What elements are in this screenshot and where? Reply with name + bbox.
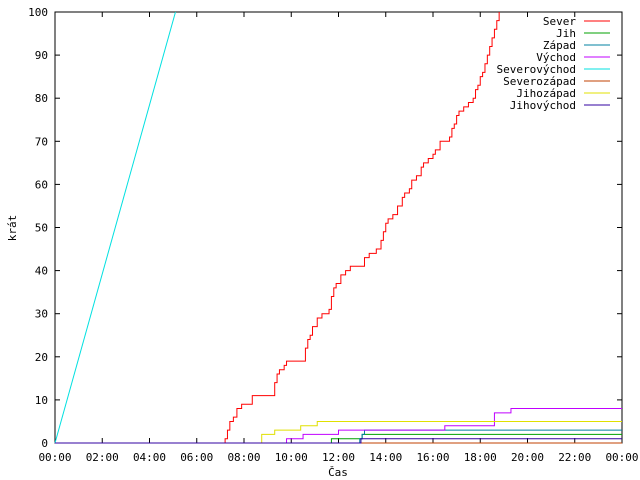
legend-label-jihovychod: Jihovýchod xyxy=(510,99,576,112)
series-layer xyxy=(54,11,622,444)
y-tick-label: 90 xyxy=(35,49,48,62)
series-line-severovychod xyxy=(54,11,176,444)
y-tick-label: 0 xyxy=(41,437,48,450)
x-tick-label: 16:00 xyxy=(416,451,449,464)
legend-label-severozapad: Severozápad xyxy=(503,75,576,88)
series-line-sever xyxy=(55,12,500,444)
y-tick-label: 70 xyxy=(35,135,48,148)
legend: SeverJihZápadVýchodSeverovýchodSeverozáp… xyxy=(497,15,610,112)
y-tick-label: 60 xyxy=(35,178,48,191)
y-tick-label: 20 xyxy=(35,351,48,364)
legend-label-sever: Sever xyxy=(543,15,576,28)
x-tick-label: 10:00 xyxy=(275,451,308,464)
y-tick-label: 10 xyxy=(35,394,48,407)
y-tick-label: 80 xyxy=(35,92,48,105)
x-tick-label: 12:00 xyxy=(322,451,355,464)
series-line-vychod xyxy=(55,408,622,444)
x-tick-label: 06:00 xyxy=(180,451,213,464)
x-tick-label: 20:00 xyxy=(511,451,544,464)
x-tick-label: 00:00 xyxy=(38,451,71,464)
y-axis-ticks: 0 10 20 30 40 50 60 70 80 90 100 xyxy=(28,6,622,450)
legend-label-severovychod: Severovýchod xyxy=(497,63,576,76)
x-tick-label: 22:00 xyxy=(558,451,591,464)
x-tick-label: 14:00 xyxy=(369,451,402,464)
x-tick-label: 18:00 xyxy=(464,451,497,464)
x-axis-label: Čas xyxy=(328,466,348,479)
x-tick-label: 04:00 xyxy=(133,451,166,464)
legend-label-jih: Jih xyxy=(556,27,576,40)
x-tick-label: 08:00 xyxy=(227,451,260,464)
y-axis-label: krát xyxy=(6,215,19,242)
y-tick-label: 100 xyxy=(28,6,48,19)
legend-label-jihozapad: Jihozápad xyxy=(516,87,576,100)
x-axis-ticks: 00:00 02:00 04:00 06:00 08:00 10:00 12:00 14:00… xyxy=(38,12,639,464)
y-tick-label: 30 xyxy=(35,308,48,321)
series-line-zapad xyxy=(55,429,622,444)
x-tick-label: 00:00 xyxy=(605,451,638,464)
series-line-jihozapad xyxy=(55,420,622,444)
series-line-jihovychod xyxy=(55,438,622,444)
x-tick-label: 02:00 xyxy=(86,451,119,464)
y-tick-label: 50 xyxy=(35,222,48,235)
legend-label-vychod: Východ xyxy=(536,51,576,64)
legend-label-zapad: Západ xyxy=(543,39,576,52)
y-tick-label: 40 xyxy=(35,265,48,278)
